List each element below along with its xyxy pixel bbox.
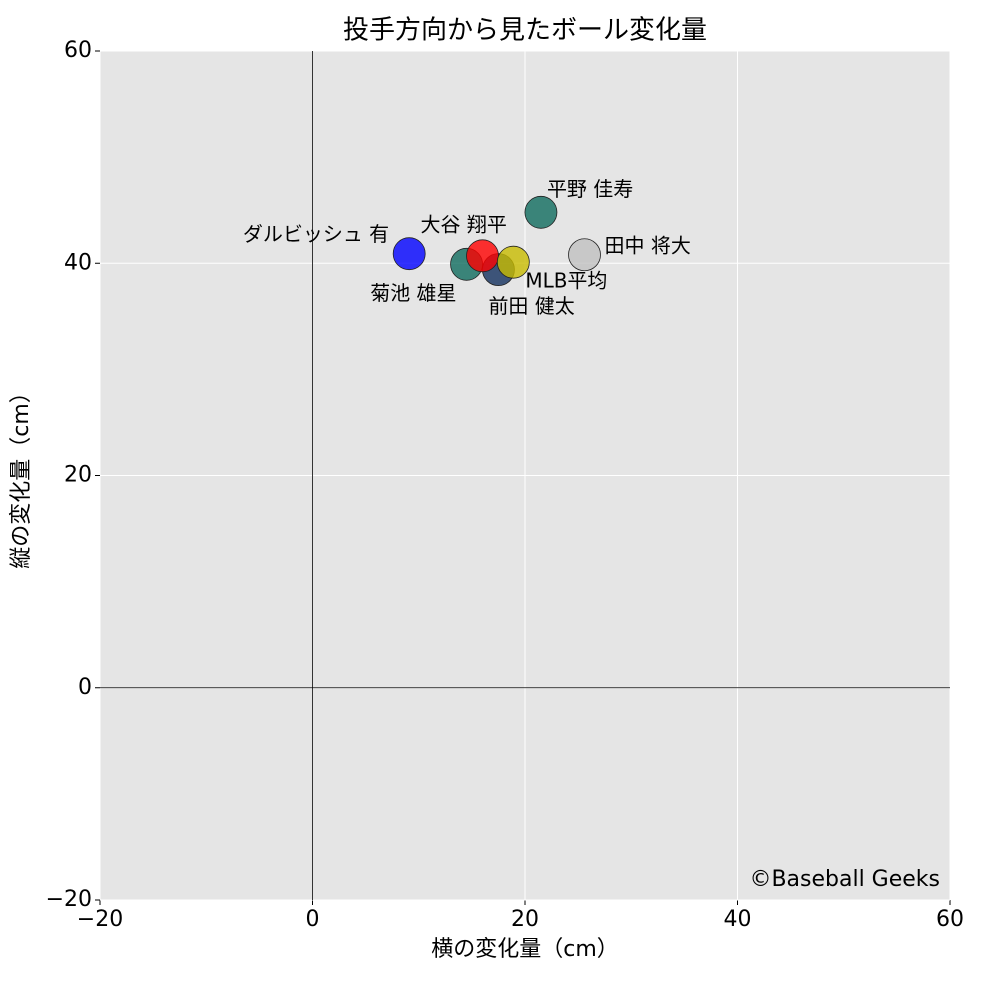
y-axis-label: 縦の変化量（cm） [9,381,34,569]
y-tick-label: 0 [78,675,92,700]
point [568,238,601,272]
y-tick-label: 40 [64,250,92,275]
chart-title: 投手方向から見たボール変化量 [343,16,707,46]
y-tick-label: 60 [64,38,92,63]
x-tick-label: 60 [936,907,964,932]
x-tick-label: 0 [306,907,320,932]
marks [392,195,601,287]
point [466,239,499,273]
x-axis-label: 横の変化量（cm） [431,937,619,962]
point-label: 田中 将大 [605,233,691,257]
point [392,237,426,271]
point-label: 前田 健太 [488,294,574,318]
annotation: ©Baseball Geeks [749,867,940,892]
point-label: 平野 佳寿 [547,177,633,201]
x-tick-label: 20 [511,907,539,932]
y-tick-label: 20 [64,463,92,488]
grid [95,50,951,905]
point [496,245,530,279]
point-label: 菊池 雄星 [370,281,456,305]
x-tick-label: 40 [724,907,752,932]
point-label: ダルビッシュ 有 [243,222,389,246]
x-tick-label: −20 [77,907,123,932]
point [524,195,558,229]
point-label: MLB平均 [525,269,607,293]
point-label: 大谷 翔平 [421,212,507,236]
y-tick-label: −20 [46,887,92,912]
